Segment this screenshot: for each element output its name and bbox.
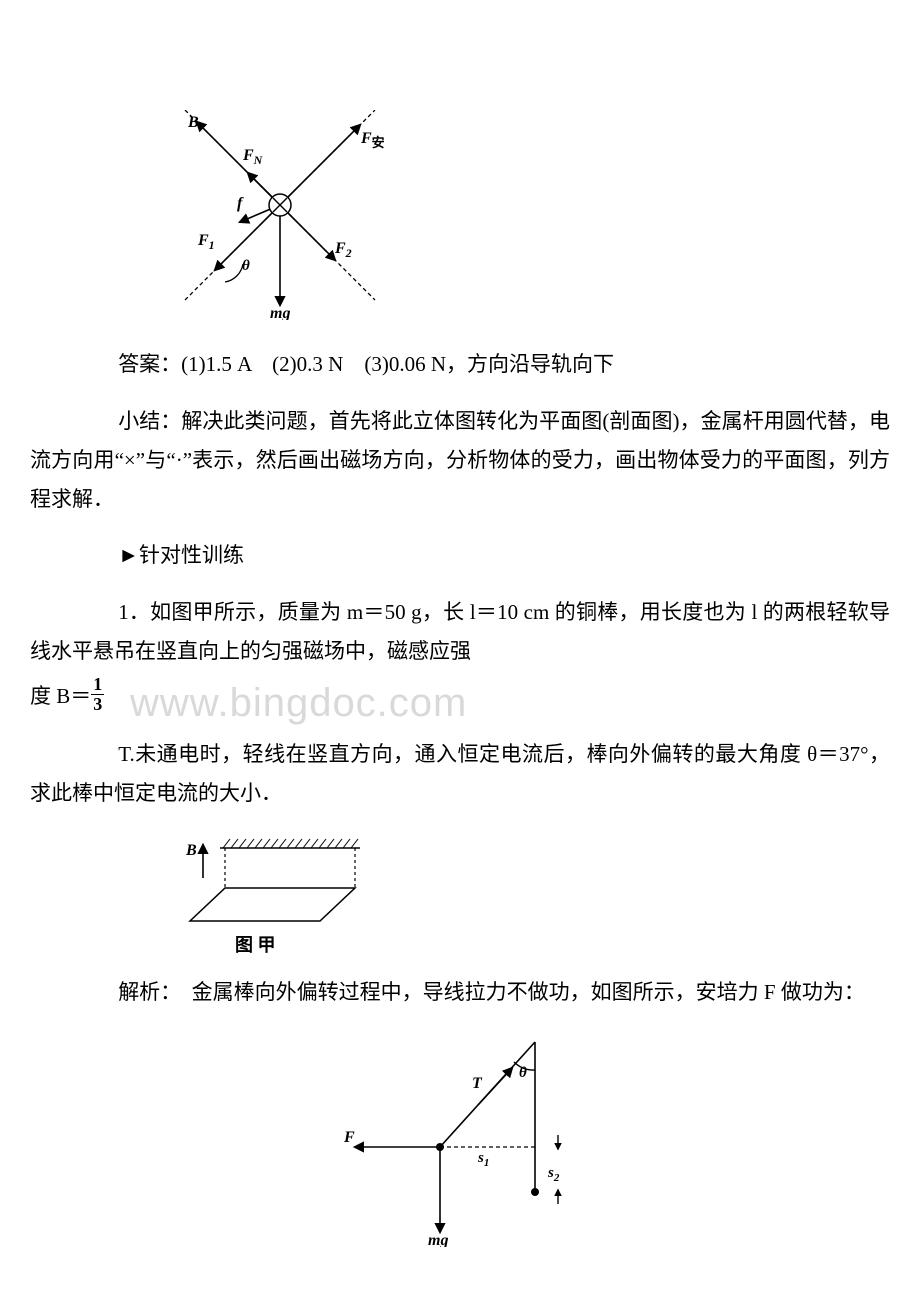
svg-text:B: B [185,842,197,859]
svg-text:T: T [472,1075,483,1092]
analysis-paragraph: 解析： 金属棒向外偏转过程中，导线拉力不做功，如图所示，安培力 F 做功为： [30,973,890,1012]
svg-text:FN: FN [242,147,264,167]
figure-force-diagram-1: B FN F安 f F1 F2 θ mg [165,110,890,325]
svg-text:mg: mg [428,1232,448,1247]
training-header: ►针对性训练 [30,536,890,575]
svg-text:mg: mg [270,305,290,320]
figure-setup-jia: B 图 甲 [165,833,890,963]
question-1-part-a: 1．如图甲所示，质量为 m＝50 g，长 l＝10 cm 的铜棒，用长度也为 l… [30,593,890,671]
svg-text:θ: θ [519,1065,527,1081]
question-1-part-c: T.未通电时，轻线在竖直方向，通入恒定电流后，棒向外偏转的最大角度 θ＝37°，… [30,735,890,813]
svg-text:图 甲: 图 甲 [235,935,276,955]
summary-paragraph: 小结：解决此类问题，首先将此立体图转化为平面图(剖面图)，金属杆用圆代替，电流方… [30,402,890,519]
figure1-svg: B FN F安 f F1 F2 θ mg [165,110,395,320]
figure2-svg: B 图 甲 [165,833,375,958]
figure3-svg: T θ F s1 s2 mg [330,1032,590,1247]
svg-text:F2: F2 [334,240,352,260]
question-1-part-b-prefix: 度 B＝ [30,684,91,708]
figure-force-diagram-2: T θ F s1 s2 mg [30,1032,890,1252]
svg-text:s1: s1 [477,1150,489,1169]
svg-text:F安: F安 [360,130,385,150]
svg-text:F1: F1 [197,232,215,252]
svg-text:f: f [237,195,244,212]
svg-text:s2: s2 [547,1165,560,1184]
svg-text:θ: θ [242,258,250,274]
answer-line: 答案：(1)1.5 A (2)0.3 N (3)0.06 N，方向沿导轨向下 [30,345,890,384]
svg-text:B: B [187,114,199,131]
svg-text:F: F [343,1129,355,1146]
fraction-1-3: 13 [91,675,104,714]
